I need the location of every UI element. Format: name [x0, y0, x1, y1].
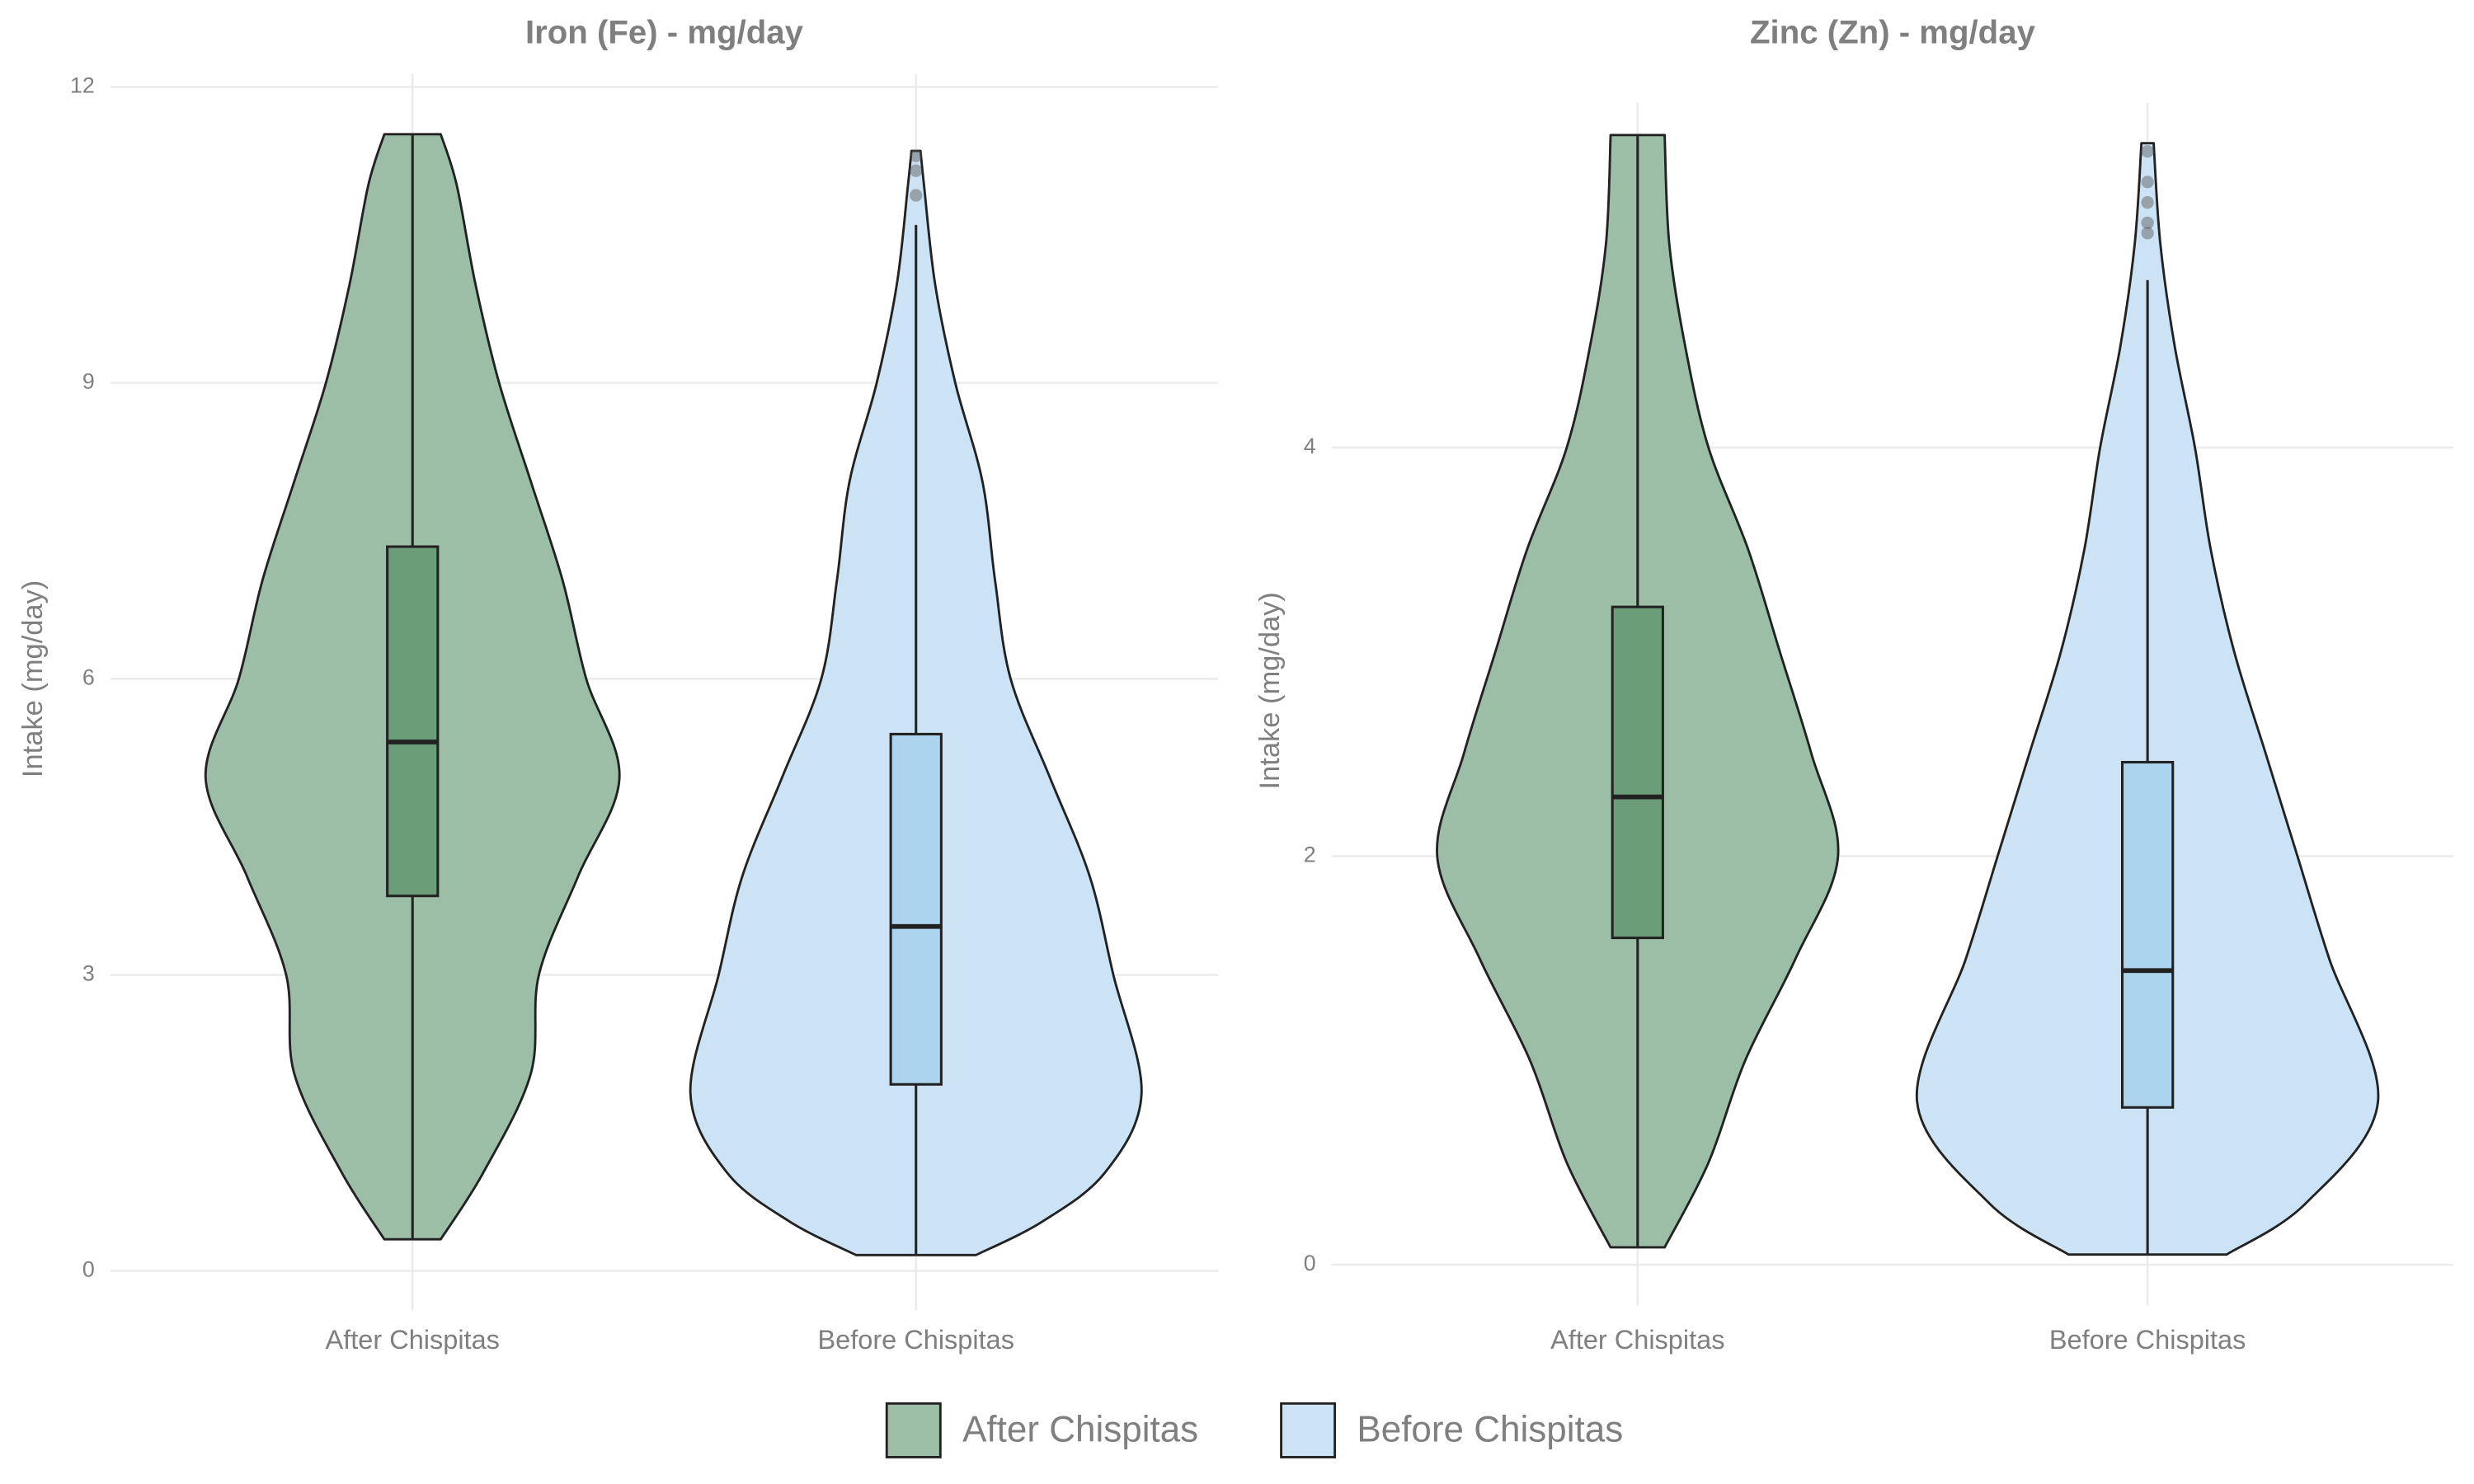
x-tick-label: After Chispitas [326, 1325, 500, 1355]
violin-half [689, 149, 916, 1256]
chart-title: Iron (Fe) - mg/day [525, 14, 804, 51]
y-tick-label: 6 [82, 665, 95, 689]
violin-half [204, 133, 413, 1241]
violin-half [412, 133, 621, 1241]
legend-label: After Chispitas [962, 1409, 1198, 1449]
outlier [910, 189, 923, 202]
violin-half [2147, 142, 2380, 1256]
legend-key [1280, 1402, 1337, 1458]
x-tick-label: After Chispitas [1550, 1325, 1724, 1355]
violin-half [915, 149, 1143, 1256]
y-axis-label: Intake (mg/day) [1254, 592, 1286, 789]
y-tick-label: 3 [82, 961, 95, 986]
y-axis-label: Intake (mg/day) [17, 580, 49, 777]
legend-label: Before Chispitas [1357, 1409, 1623, 1449]
box [889, 732, 943, 1086]
chart-title: Zinc (Zn) - mg/day [1750, 14, 2036, 51]
y-tick-label: 4 [1304, 434, 1316, 458]
legend-key [885, 1402, 942, 1458]
y-tick-label: 12 [70, 73, 95, 97]
outlier [2141, 227, 2154, 240]
y-tick-label: 0 [82, 1257, 95, 1282]
y-tick-label: 2 [1304, 843, 1316, 867]
x-tick-label: Before Chispitas [817, 1325, 1014, 1355]
outlier [2141, 195, 2154, 209]
violin-half [1915, 142, 2148, 1256]
outlier [2141, 176, 2154, 189]
box [1611, 605, 1664, 940]
outlier [2141, 216, 2154, 229]
box [2120, 760, 2175, 1109]
outlier [2141, 144, 2154, 158]
y-tick-label: 9 [82, 369, 95, 393]
violin-half [1436, 134, 1638, 1249]
violin-half [1637, 134, 1840, 1249]
box [386, 545, 440, 898]
y-tick-label: 0 [1304, 1251, 1316, 1275]
outlier [910, 149, 923, 162]
x-tick-label: Before Chispitas [2049, 1325, 2246, 1355]
outlier [910, 164, 923, 177]
